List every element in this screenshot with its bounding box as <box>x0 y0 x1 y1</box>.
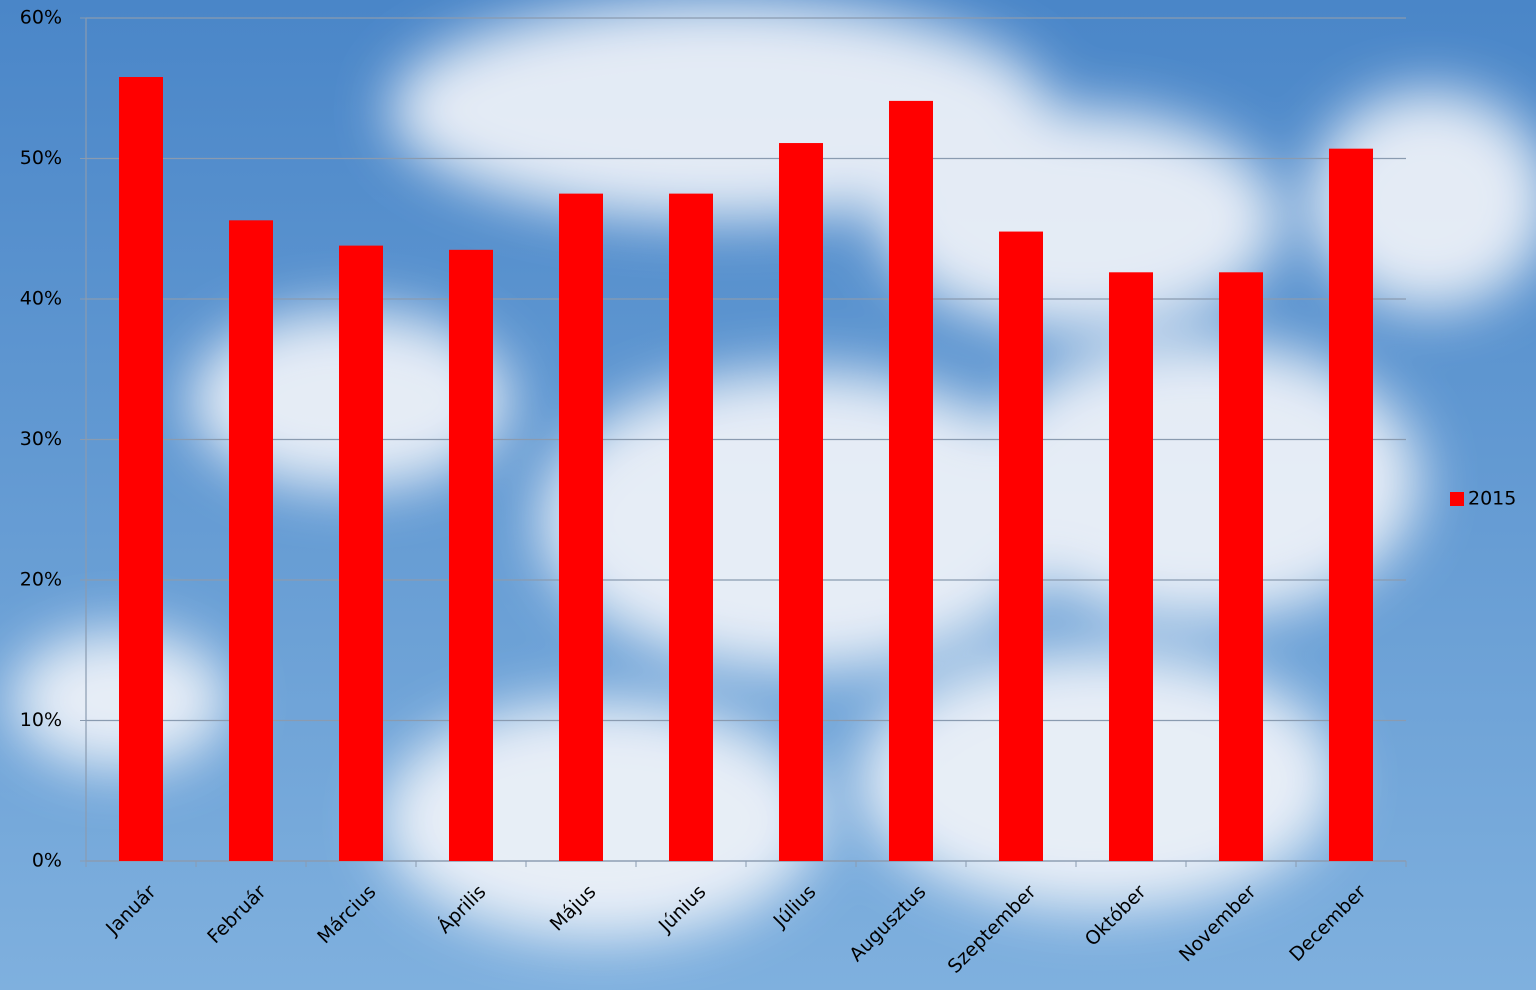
legend-label: 2015 <box>1468 488 1516 510</box>
bar <box>779 143 823 862</box>
legend-swatch <box>1450 492 1464 506</box>
bar <box>449 249 493 861</box>
y-tick-label: 40% <box>20 288 62 310</box>
bar <box>119 77 163 861</box>
bar <box>1329 148 1373 862</box>
y-tick-label: 0% <box>32 850 62 872</box>
y-tick-label: 50% <box>20 147 62 169</box>
bar <box>1219 272 1263 861</box>
bar <box>1109 272 1153 861</box>
y-tick-label: 20% <box>20 569 62 591</box>
bar <box>559 193 603 861</box>
bar <box>339 245 383 862</box>
bar <box>889 100 933 861</box>
bar <box>229 220 273 861</box>
y-tick-label: 10% <box>20 709 62 731</box>
bar <box>669 193 713 861</box>
y-tick-label: 30% <box>20 428 62 450</box>
y-tick-label: 60% <box>20 7 62 29</box>
bar <box>999 231 1043 861</box>
